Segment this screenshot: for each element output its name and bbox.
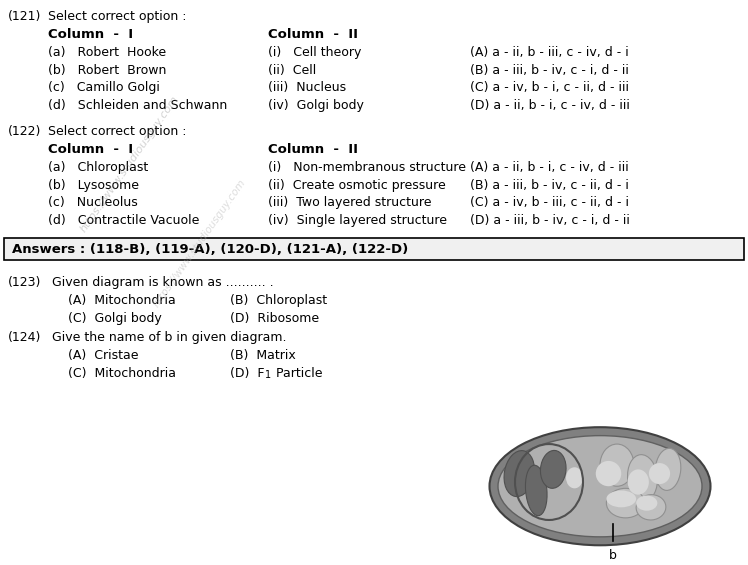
- Text: (B)  Matrix: (B) Matrix: [230, 349, 295, 362]
- Text: (B)  Chloroplast: (B) Chloroplast: [230, 294, 327, 307]
- Text: Answers : (118-B), (119-A), (120-D), (121-A), (122-D): Answers : (118-B), (119-A), (120-D), (12…: [12, 242, 408, 255]
- Ellipse shape: [498, 436, 702, 537]
- Text: (b)   Robert  Brown: (b) Robert Brown: [48, 63, 166, 76]
- Text: (B) a - iii, b - iv, c - ii, d - i: (B) a - iii, b - iv, c - ii, d - i: [470, 179, 629, 192]
- Text: Select correct option :: Select correct option :: [48, 10, 186, 23]
- Text: (C) a - iv, b - i, c - ii, d - iii: (C) a - iv, b - i, c - ii, d - iii: [470, 81, 629, 94]
- Text: Particle: Particle: [272, 367, 322, 380]
- Text: (a)   Chloroplast: (a) Chloroplast: [48, 161, 148, 174]
- Text: (d)   Schleiden and Schwann: (d) Schleiden and Schwann: [48, 99, 227, 112]
- Text: Column  -  I: Column - I: [48, 143, 133, 156]
- Text: Give the name of b in given diagram.: Give the name of b in given diagram.: [52, 332, 286, 345]
- Ellipse shape: [541, 450, 566, 488]
- Text: (iii)  Two layered structure: (iii) Two layered structure: [268, 197, 432, 210]
- Text: (B) a - iii, b - iv, c - i, d - ii: (B) a - iii, b - iv, c - i, d - ii: [470, 63, 629, 76]
- Text: (A) a - ii, b - i, c - iv, d - iii: (A) a - ii, b - i, c - iv, d - iii: [470, 161, 629, 174]
- Text: (A)  Mitochondria: (A) Mitochondria: [68, 294, 176, 307]
- Text: 1: 1: [265, 370, 271, 380]
- Text: (124): (124): [8, 332, 41, 345]
- Ellipse shape: [566, 467, 583, 488]
- Text: (C) a - iv, b - iii, c - ii, d - i: (C) a - iv, b - iii, c - ii, d - i: [470, 197, 629, 210]
- Ellipse shape: [595, 461, 622, 486]
- Text: (121): (121): [8, 10, 41, 23]
- Text: (C)  Mitochondria: (C) Mitochondria: [68, 367, 176, 380]
- Text: (D) a - iii, b - iv, c - i, d - ii: (D) a - iii, b - iv, c - i, d - ii: [470, 214, 630, 227]
- Text: (iii)  Nucleus: (iii) Nucleus: [268, 81, 346, 94]
- Text: (ii)  Cell: (ii) Cell: [268, 63, 316, 76]
- Text: https://www.studiousguy.com: https://www.studiousguy.com: [152, 177, 248, 309]
- Ellipse shape: [649, 463, 670, 484]
- Ellipse shape: [607, 490, 636, 507]
- Text: (123): (123): [8, 276, 41, 289]
- Ellipse shape: [636, 494, 666, 520]
- Text: (D) a - ii, b - i, c - iv, d - iii: (D) a - ii, b - i, c - iv, d - iii: [470, 99, 630, 112]
- Text: Select correct option :: Select correct option :: [48, 125, 186, 138]
- Text: (C)  Golgi body: (C) Golgi body: [68, 311, 162, 324]
- Ellipse shape: [525, 465, 547, 516]
- Ellipse shape: [628, 470, 649, 495]
- Ellipse shape: [504, 451, 535, 497]
- Text: Given diagram is known as .......... .: Given diagram is known as .......... .: [52, 276, 274, 289]
- Text: (b)   Lysosome: (b) Lysosome: [48, 179, 139, 192]
- Text: (A) a - ii, b - iii, c - iv, d - i: (A) a - ii, b - iii, c - iv, d - i: [470, 46, 629, 59]
- Text: Column  -  II: Column - II: [268, 28, 358, 41]
- Ellipse shape: [600, 444, 634, 486]
- Text: (D)  Ribosome: (D) Ribosome: [230, 311, 319, 324]
- Text: (A)  Cristae: (A) Cristae: [68, 349, 138, 362]
- Text: Column  -  II: Column - II: [268, 143, 358, 156]
- Text: (a)   Robert  Hooke: (a) Robert Hooke: [48, 46, 166, 59]
- Text: (c)   Camillo Golgi: (c) Camillo Golgi: [48, 81, 160, 94]
- Text: (d)   Contractile Vacuole: (d) Contractile Vacuole: [48, 214, 200, 227]
- Ellipse shape: [607, 488, 645, 518]
- Text: (iv)  Single layered structure: (iv) Single layered structure: [268, 214, 447, 227]
- Text: (c)   Nucleolus: (c) Nucleolus: [48, 197, 138, 210]
- Text: (122): (122): [8, 125, 41, 138]
- Text: b: b: [609, 550, 616, 563]
- Ellipse shape: [636, 496, 657, 511]
- Text: (D)  F: (D) F: [230, 367, 265, 380]
- Text: (i)   Non-membranous structure: (i) Non-membranous structure: [268, 161, 466, 174]
- Text: (iv)  Golgi body: (iv) Golgi body: [268, 99, 364, 112]
- Ellipse shape: [489, 427, 711, 545]
- Text: Column  -  I: Column - I: [48, 28, 133, 41]
- Text: (ii)  Create osmotic pressure: (ii) Create osmotic pressure: [268, 179, 446, 192]
- Bar: [4, 238, 744, 260]
- Ellipse shape: [628, 455, 657, 501]
- Text: https://www.studiousguy.com: https://www.studiousguy.com: [79, 94, 181, 234]
- Text: (i)   Cell theory: (i) Cell theory: [268, 46, 361, 59]
- Ellipse shape: [655, 449, 681, 490]
